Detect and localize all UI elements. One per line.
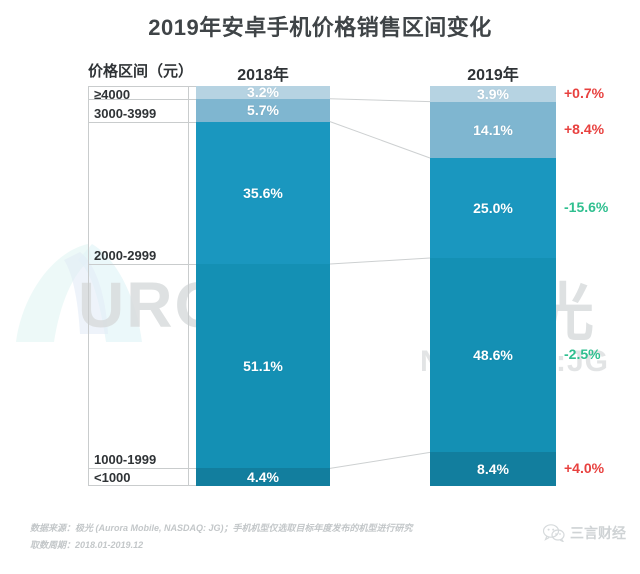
bar-segment: 3.2%	[196, 84, 330, 101]
bar-2018: 3.2% 5.7% 35.6% 51.1% 4.4%	[196, 84, 330, 486]
bar-segment: 35.6%	[196, 121, 330, 264]
bar-segment: 3.9%	[430, 86, 556, 102]
chart-title: 2019年安卓手机价格销售区间变化	[148, 15, 492, 40]
footer-source-label: 数据来源：	[30, 523, 76, 533]
footer-source-text: 极光 (Aurora Mobile, NASDAQ: JG)；手机机型仅选取目标…	[75, 523, 413, 533]
bar-segment-value: 51.1%	[243, 358, 283, 375]
category-label: 2000-2999	[94, 248, 157, 263]
footer-source-line: 数据来源：极光 (Aurora Mobile, NASDAQ: JG)；手机机型…	[30, 521, 413, 534]
bar-segment: 4.4%	[196, 468, 330, 486]
change-label: +8.4%	[564, 120, 605, 137]
category-label: 3000-3999	[94, 105, 157, 121]
bar-segment-value: 8.4%	[477, 461, 509, 478]
category-label: <1000	[94, 470, 131, 485]
change-label: -15.6%	[564, 199, 609, 215]
bar-segment-value: 3.9%	[477, 85, 509, 102]
footer: 数据来源：极光 (Aurora Mobile, NASDAQ: JG)；手机机型…	[0, 498, 640, 574]
bar-segment: 14.1%	[430, 101, 556, 158]
bar-segment-value: 25.0%	[473, 200, 513, 216]
category-label: 1000-1999	[94, 452, 157, 468]
brand-badge: 三言财经	[543, 523, 626, 543]
footer-period-label: 取数周期：	[30, 540, 76, 550]
change-label: -2.5%	[564, 346, 601, 363]
bar-segment: 8.4%	[430, 452, 556, 486]
bar-segment-value: 35.6%	[243, 184, 283, 201]
brand-name: 三言财经	[570, 525, 626, 541]
bar-segment-value: 4.4%	[247, 469, 279, 486]
column-header-2019: 2019年	[467, 67, 519, 84]
bar-segment-value: 48.6%	[473, 347, 513, 364]
stacked-bar-chart: ≥4000 3000-3999 2000-2999 1000-1999 <1000 3.…	[88, 84, 608, 486]
bar-2019: 3.9% 14.1% 25.0% 48.6% 8.4%	[430, 86, 556, 486]
bar-segment: 51.1%	[196, 264, 330, 469]
bar-segment: 5.7%	[196, 98, 330, 122]
category-column-right-border	[188, 86, 189, 486]
category-column-left-border	[88, 86, 89, 486]
bar-segment: 25.0%	[430, 158, 556, 258]
bar-segment-value: 3.2%	[247, 84, 279, 101]
footer-period-line: 取数周期：2018.01-2019.12	[30, 538, 143, 551]
wechat-icon	[543, 524, 565, 542]
footer-period-text: 2018.01-2019.12	[75, 540, 144, 550]
category-label: ≥4000	[94, 87, 131, 102]
change-label: +0.7%	[564, 84, 605, 101]
column-header-category: 价格区间（元）	[88, 63, 194, 80]
bar-segment-value: 5.7%	[247, 102, 279, 119]
change-label: +4.0%	[564, 460, 605, 477]
column-header-2018: 2018年	[237, 67, 289, 84]
bar-segment-value: 14.1%	[473, 121, 513, 138]
bar-segment: 48.6%	[430, 258, 556, 453]
